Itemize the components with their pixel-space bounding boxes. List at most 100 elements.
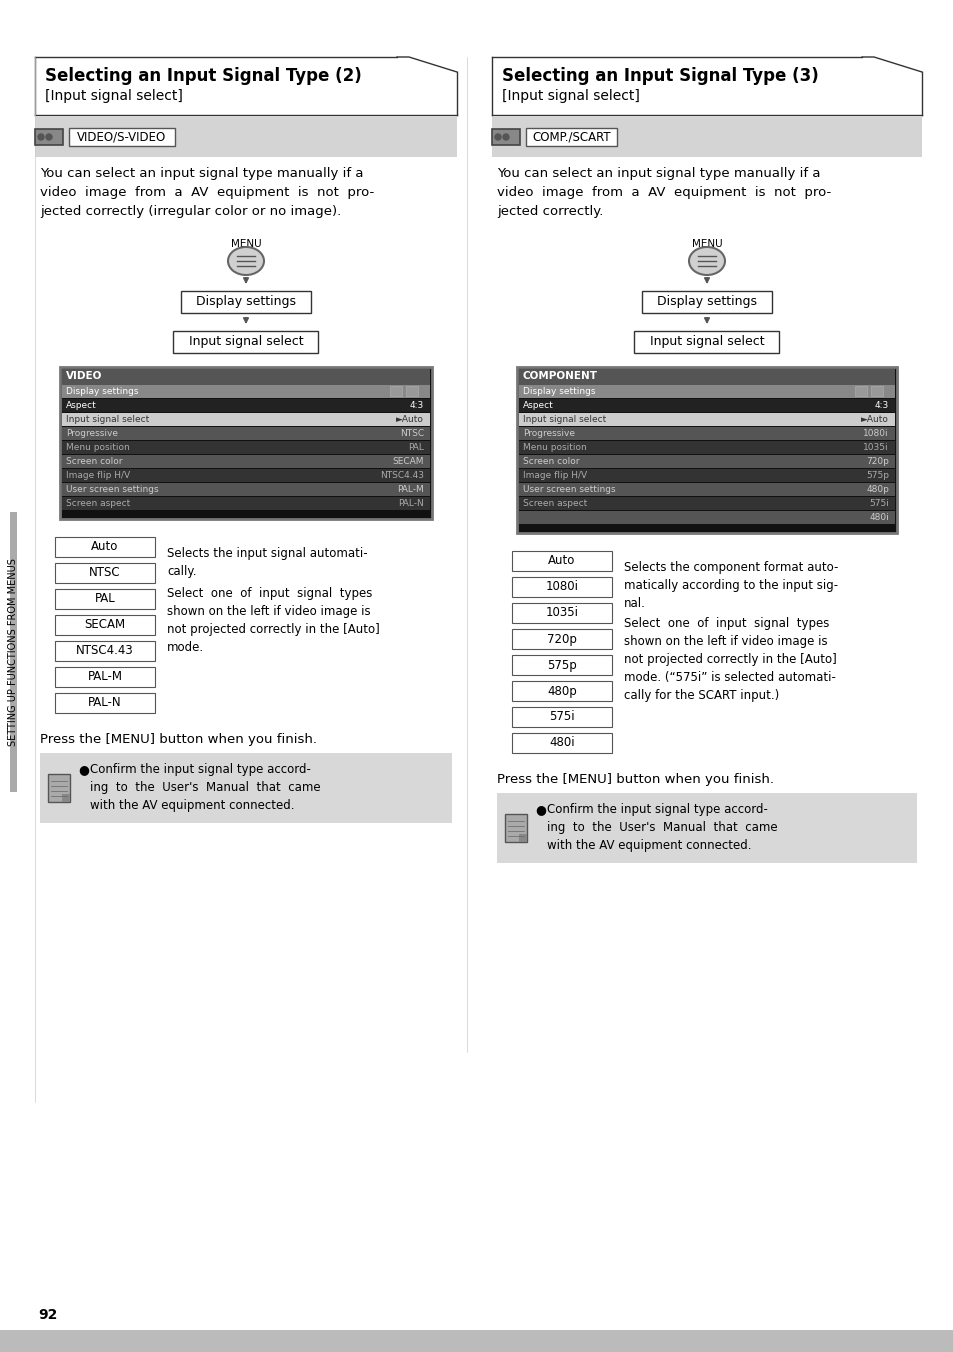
Bar <box>492 118 921 157</box>
Text: Press the [MENU] button when you finish.: Press the [MENU] button when you finish. <box>497 773 773 786</box>
Text: PAL-M: PAL-M <box>396 485 423 495</box>
Bar <box>512 629 612 649</box>
Bar <box>518 456 894 468</box>
Text: Menu position: Menu position <box>522 443 586 453</box>
Bar <box>62 456 430 468</box>
Bar <box>62 412 430 426</box>
Bar <box>62 483 430 496</box>
Text: MENU: MENU <box>691 239 721 249</box>
Text: VIDEO/S-VIDEO: VIDEO/S-VIDEO <box>77 131 166 143</box>
Bar <box>512 681 612 700</box>
Bar <box>518 469 894 483</box>
Text: [Input signal select]: [Input signal select] <box>45 89 183 103</box>
Text: Menu position: Menu position <box>66 443 130 453</box>
Bar <box>518 369 894 385</box>
Bar <box>497 794 916 863</box>
Bar <box>518 441 894 454</box>
Bar <box>512 654 612 675</box>
Bar <box>518 498 894 510</box>
Bar <box>518 483 894 496</box>
Text: Input signal select: Input signal select <box>66 415 149 425</box>
Bar <box>40 753 452 823</box>
Text: Confirm the input signal type accord-
ing  to  the  User's  Manual  that  came
w: Confirm the input signal type accord- in… <box>90 763 320 813</box>
Bar <box>69 128 174 146</box>
Text: 1080i: 1080i <box>862 430 888 438</box>
Bar <box>525 128 617 146</box>
Text: 92: 92 <box>38 1307 57 1322</box>
Bar <box>518 399 894 412</box>
Bar <box>60 366 432 519</box>
Text: NTSC4.43: NTSC4.43 <box>379 472 423 480</box>
Text: 4:3: 4:3 <box>410 402 423 411</box>
Bar <box>62 399 430 412</box>
Ellipse shape <box>228 247 264 274</box>
Text: ►Auto: ►Auto <box>861 415 888 425</box>
Ellipse shape <box>688 247 724 274</box>
Text: Selecting an Input Signal Type (3): Selecting an Input Signal Type (3) <box>501 68 818 85</box>
Bar <box>55 667 154 687</box>
Text: MENU: MENU <box>231 239 261 249</box>
Text: Select  one  of  input  signal  types
shown on the left if video image is
not pr: Select one of input signal types shown o… <box>623 617 836 702</box>
Text: 1080i: 1080i <box>545 580 578 594</box>
Bar <box>62 427 430 439</box>
Bar <box>518 412 894 426</box>
Circle shape <box>38 134 44 141</box>
Bar <box>55 615 154 635</box>
Text: Input signal select: Input signal select <box>189 335 303 349</box>
Bar <box>634 331 779 353</box>
Bar <box>504 814 526 842</box>
Text: ●: ● <box>535 803 545 817</box>
Text: 480i: 480i <box>868 514 888 522</box>
Bar <box>870 387 882 396</box>
Text: Image flip H/V: Image flip H/V <box>522 472 586 480</box>
Bar <box>55 537 154 557</box>
Text: User screen settings: User screen settings <box>66 485 158 495</box>
Text: 575i: 575i <box>549 711 575 723</box>
Bar <box>35 57 456 115</box>
Bar <box>62 441 430 454</box>
Text: 575p: 575p <box>547 658 577 672</box>
Text: Display settings: Display settings <box>195 296 295 308</box>
Bar <box>641 291 771 314</box>
Text: SECAM: SECAM <box>85 618 126 631</box>
Bar <box>0 1330 953 1352</box>
Text: PAL-M: PAL-M <box>88 671 122 684</box>
Bar <box>62 369 430 385</box>
Text: You can select an input signal type manually if a
video  image  from  a  AV  equ: You can select an input signal type manu… <box>497 168 830 218</box>
Circle shape <box>502 134 509 141</box>
Text: PAL: PAL <box>408 443 423 453</box>
Bar <box>62 385 430 397</box>
Bar <box>512 603 612 623</box>
Text: Progressive: Progressive <box>522 430 575 438</box>
Bar <box>62 498 430 510</box>
Text: PAL-N: PAL-N <box>88 696 122 710</box>
Text: Aspect: Aspect <box>66 402 96 411</box>
Text: Auto: Auto <box>548 554 575 568</box>
Text: Screen aspect: Screen aspect <box>522 499 587 508</box>
Text: 1035i: 1035i <box>545 607 578 619</box>
Text: COMPONENT: COMPONENT <box>522 370 598 381</box>
Text: Screen color: Screen color <box>66 457 122 466</box>
Text: ►Auto: ►Auto <box>395 415 423 425</box>
Text: Screen color: Screen color <box>522 457 578 466</box>
Text: Aspect: Aspect <box>522 402 553 411</box>
Text: 4:3: 4:3 <box>874 402 888 411</box>
Text: Display settings: Display settings <box>522 388 595 396</box>
Bar <box>55 589 154 608</box>
Text: 480i: 480i <box>549 737 575 749</box>
Text: Selects the input signal automati-
cally.: Selects the input signal automati- cally… <box>167 548 367 579</box>
Bar <box>390 387 401 396</box>
Bar <box>518 385 894 397</box>
Bar <box>173 331 318 353</box>
Text: Selects the component format auto-
matically according to the input sig-
nal.: Selects the component format auto- matic… <box>623 561 838 610</box>
Text: Input signal select: Input signal select <box>522 415 605 425</box>
Bar <box>492 128 519 145</box>
Bar <box>55 562 154 583</box>
Text: Select  one  of  input  signal  types
shown on the left if video image is
not pr: Select one of input signal types shown o… <box>167 587 379 654</box>
Bar <box>55 694 154 713</box>
Text: Display settings: Display settings <box>66 388 138 396</box>
Bar <box>406 387 417 396</box>
Text: SECAM: SECAM <box>392 457 423 466</box>
Text: Image flip H/V: Image flip H/V <box>66 472 130 480</box>
Text: Selecting an Input Signal Type (2): Selecting an Input Signal Type (2) <box>45 68 361 85</box>
